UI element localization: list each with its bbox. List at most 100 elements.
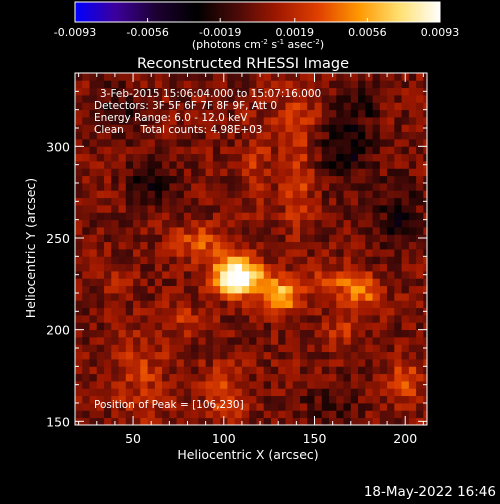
heatmap-cell bbox=[314, 183, 323, 191]
heatmap-cell bbox=[256, 263, 265, 272]
heatmap-cell bbox=[147, 271, 156, 279]
heatmap-cell bbox=[234, 139, 243, 147]
heatmap-cell bbox=[379, 410, 388, 419]
heatmap-cell bbox=[162, 95, 170, 103]
heatmap-cell bbox=[241, 95, 250, 103]
heatmap-cell bbox=[249, 293, 257, 301]
heatmap-cell bbox=[154, 300, 163, 309]
heatmap-cell bbox=[321, 241, 330, 250]
heatmap-cell bbox=[365, 395, 373, 404]
heatmap-cell bbox=[314, 153, 323, 162]
heatmap-cell bbox=[176, 285, 185, 294]
heatmap-cell bbox=[263, 117, 272, 125]
heatmap-cell bbox=[299, 300, 308, 309]
heatmap-cell bbox=[387, 307, 395, 316]
heatmap-cell bbox=[183, 307, 192, 316]
heatmap-cell bbox=[270, 410, 279, 419]
heatmap-cell bbox=[350, 322, 359, 331]
heatmap-cell bbox=[227, 241, 236, 250]
heatmap-cell bbox=[183, 329, 192, 338]
heatmap-cell bbox=[343, 307, 352, 316]
heatmap-cell bbox=[169, 212, 178, 221]
heatmap-cell bbox=[162, 197, 170, 206]
heatmap-cell bbox=[133, 263, 141, 272]
heatmap-cell bbox=[147, 410, 156, 419]
heatmap-cell bbox=[365, 146, 373, 155]
heatmap-cell bbox=[118, 124, 127, 133]
heatmap-cell bbox=[387, 300, 395, 309]
heatmap-cell bbox=[220, 87, 228, 96]
heatmap-cell bbox=[89, 183, 98, 191]
heatmap-cell bbox=[140, 373, 148, 382]
heatmap-cell bbox=[133, 395, 141, 404]
heatmap-cell bbox=[336, 366, 344, 375]
heatmap-cell bbox=[314, 300, 323, 309]
heatmap-cell bbox=[278, 395, 286, 404]
heatmap-cell bbox=[387, 366, 395, 375]
heatmap-cell bbox=[183, 102, 192, 111]
heatmap-cell bbox=[140, 388, 148, 397]
heatmap-cell bbox=[147, 197, 156, 206]
heatmap-cell bbox=[241, 388, 250, 397]
heatmap-cell bbox=[292, 190, 301, 199]
heatmap-cell bbox=[416, 300, 424, 309]
heatmap-cell bbox=[285, 161, 294, 169]
heatmap-cell bbox=[321, 337, 330, 345]
heatmap-cell bbox=[154, 329, 163, 338]
heatmap-cell bbox=[343, 80, 352, 89]
heatmap-cell bbox=[379, 388, 388, 397]
heatmap-cell bbox=[336, 131, 344, 140]
heatmap-cell bbox=[423, 153, 428, 162]
heatmap-cell bbox=[263, 271, 272, 279]
heatmap-cell bbox=[140, 205, 148, 213]
heatmap-cell bbox=[336, 278, 344, 287]
heatmap-cell bbox=[205, 197, 214, 206]
heatmap-cell bbox=[89, 293, 98, 301]
heatmap-cell bbox=[133, 139, 141, 147]
heatmap-cell bbox=[176, 205, 185, 213]
heatmap-cell bbox=[111, 131, 119, 140]
heatmap-cell bbox=[176, 219, 185, 228]
heatmap-cell bbox=[372, 219, 381, 228]
heatmap-cell bbox=[256, 381, 265, 389]
heatmap-cell bbox=[256, 373, 265, 382]
heatmap-cell bbox=[256, 403, 265, 411]
heatmap-cell bbox=[198, 124, 207, 133]
heatmap-cell bbox=[75, 175, 83, 184]
heatmap-cell bbox=[220, 80, 228, 89]
heatmap-cell bbox=[336, 197, 344, 206]
heatmap-cell bbox=[162, 117, 170, 125]
heatmap-cell bbox=[285, 256, 294, 265]
heatmap-cell bbox=[249, 212, 257, 221]
heatmap-cell bbox=[387, 249, 395, 257]
heatmap-cell bbox=[278, 256, 286, 265]
heatmap-cell bbox=[249, 381, 257, 389]
heatmap-cell bbox=[82, 322, 90, 331]
heatmap-cell bbox=[372, 161, 381, 169]
heatmap-cell bbox=[220, 241, 228, 250]
heatmap-cell bbox=[285, 73, 294, 81]
heatmap-cell bbox=[205, 329, 214, 338]
heatmap-cell bbox=[314, 168, 323, 177]
heatmap-cell bbox=[220, 117, 228, 125]
heatmap-cell bbox=[379, 146, 388, 155]
heatmap-cell bbox=[379, 337, 388, 345]
heatmap-cell bbox=[365, 315, 373, 323]
heatmap-cell bbox=[227, 315, 236, 323]
heatmap-cell bbox=[329, 395, 337, 404]
heatmap-cell bbox=[205, 410, 214, 419]
heatmap-cell bbox=[299, 102, 308, 111]
heatmap-cell bbox=[270, 417, 279, 426]
heatmap-cell bbox=[278, 410, 286, 419]
heatmap-cell bbox=[263, 388, 272, 397]
y-tick-label: 250 bbox=[46, 231, 70, 246]
heatmap-cell bbox=[198, 263, 207, 272]
heatmap-cell bbox=[256, 190, 265, 199]
heatmap-cell bbox=[299, 263, 308, 272]
heatmap-cell bbox=[176, 337, 185, 345]
heatmap-cell bbox=[401, 388, 410, 397]
heatmap-cell bbox=[387, 241, 395, 250]
heatmap-cell bbox=[125, 139, 134, 147]
heatmap-cell bbox=[241, 227, 250, 235]
